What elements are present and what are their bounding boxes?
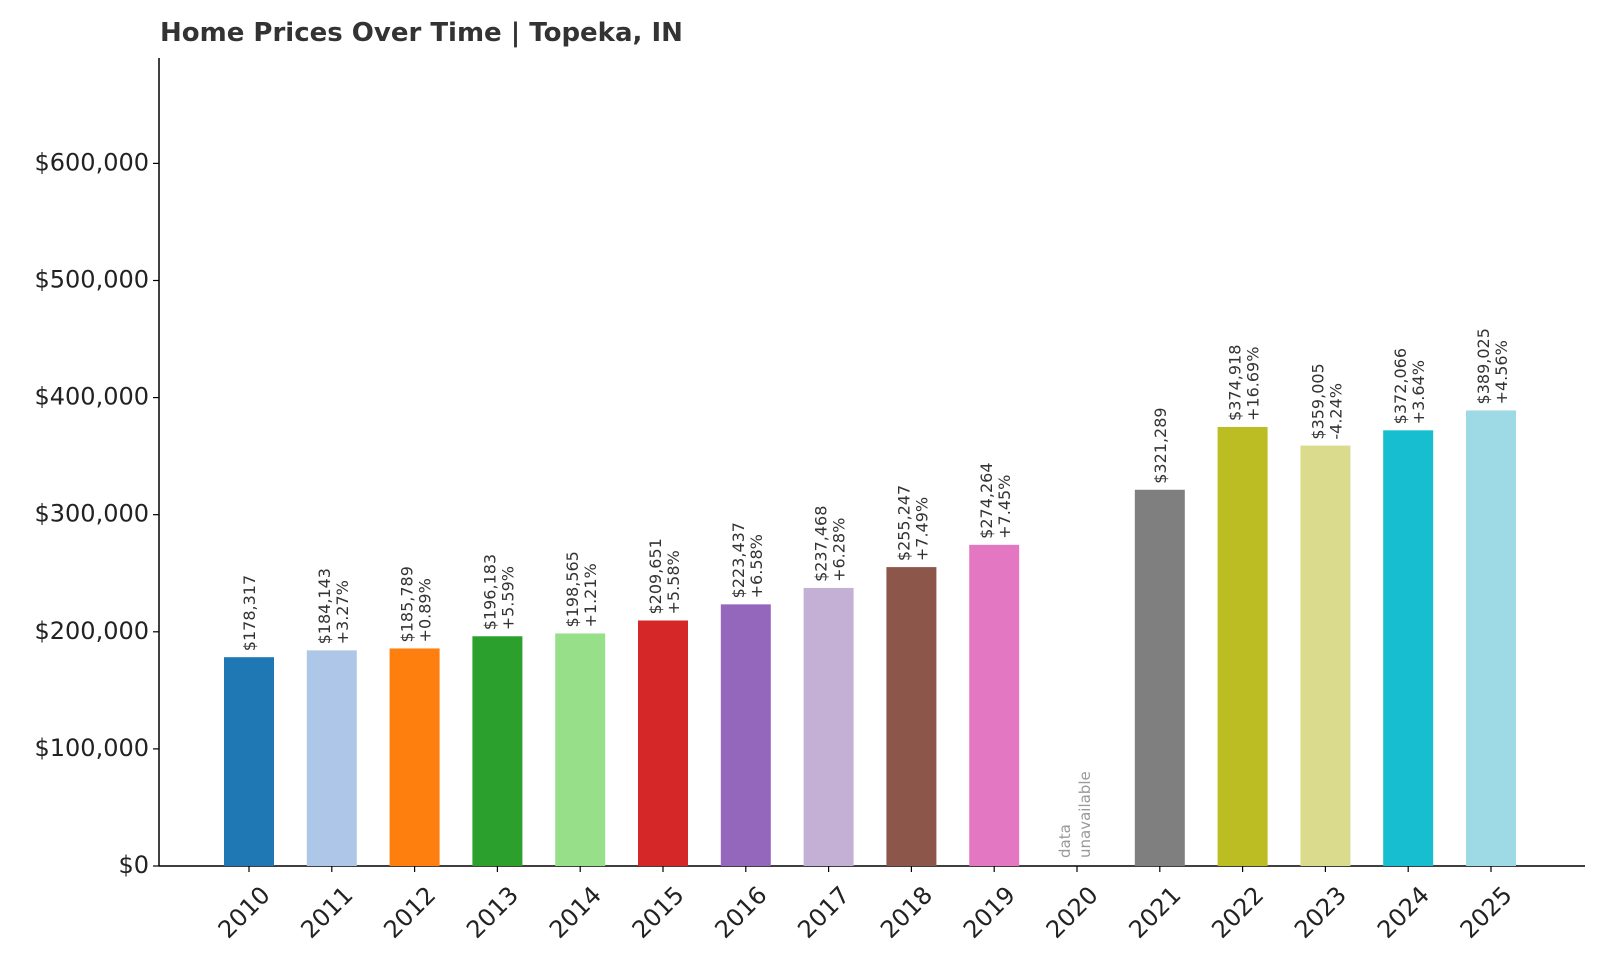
bar-value-label: $198,565 <box>563 551 582 627</box>
bar-2024 <box>1383 430 1434 866</box>
bars <box>224 410 1516 866</box>
x-tick-label: 2014 <box>544 881 607 944</box>
bar-value-label: $237,468 <box>812 506 831 582</box>
y-tick-label: $500,000 <box>34 265 149 293</box>
bar-change-label: +3.27% <box>333 580 352 644</box>
bar-value-label: $184,143 <box>315 568 334 644</box>
missing-data-label: data <box>1056 824 1074 858</box>
y-tick-label: $400,000 <box>34 383 149 411</box>
bar-value-label: $274,264 <box>977 462 996 538</box>
bar-change-label: +6.58% <box>747 534 766 598</box>
bar-2010 <box>224 657 274 866</box>
bar-change-label: +1.21% <box>581 563 600 627</box>
bar-change-label: +7.49% <box>912 497 931 561</box>
bar-2021 <box>1134 489 1185 866</box>
bar-value-label: $321,289 <box>1151 407 1170 483</box>
x-tick-label: 2021 <box>1123 881 1186 944</box>
bar-2015 <box>638 620 688 866</box>
bar-2013 <box>472 636 523 866</box>
bar-change-label: +6.28% <box>830 518 849 582</box>
x-tick-label: 2017 <box>792 881 855 944</box>
bar-change-label: +4.56% <box>1492 340 1511 404</box>
bar-2014 <box>555 633 606 866</box>
x-tick-label: 2012 <box>378 881 441 944</box>
bar-2011 <box>306 650 357 866</box>
bar-value-label: $209,651 <box>646 538 665 614</box>
bar-change-label: +5.59% <box>498 566 517 630</box>
bar-2023 <box>1300 445 1351 866</box>
bar-change-label: +3.64% <box>1409 360 1428 424</box>
bar-value-label: $185,789 <box>398 566 417 642</box>
bar-2019 <box>969 544 1020 866</box>
bar-2016 <box>720 604 771 866</box>
x-tick-label: 2013 <box>461 881 524 944</box>
bar-value-label: $374,918 <box>1226 345 1245 421</box>
x-tick-label: 2024 <box>1372 881 1435 944</box>
bar-2022 <box>1217 426 1268 866</box>
x-tick-label: 2011 <box>295 881 358 944</box>
x-tick-label: 2023 <box>1289 881 1352 944</box>
y-tick-label: $200,000 <box>34 617 149 645</box>
bar-value-label: $389,025 <box>1474 328 1493 404</box>
x-tick-label: 2010 <box>213 881 276 944</box>
y-tick-label: $0 <box>118 851 149 879</box>
x-tick-label: 2016 <box>709 881 772 944</box>
bar-change-label: +16.69% <box>1244 347 1263 421</box>
y-tick-label: $300,000 <box>34 500 149 528</box>
bar-change-label: +7.45% <box>995 475 1014 539</box>
bar-2017 <box>803 587 854 866</box>
bar-value-label: $178,317 <box>240 575 259 651</box>
bar-labels: $178,317 $184,143 +3.27% $185,789 +0.89% $196… <box>240 328 1511 858</box>
x-tick-label: 2018 <box>875 881 938 944</box>
y-tick-label: $100,000 <box>34 734 149 762</box>
bar-value-label: $196,183 <box>480 554 499 630</box>
bar-change-label: +0.89% <box>416 578 435 642</box>
bar-change-label: +5.58% <box>664 550 683 614</box>
bar-value-label: $372,066 <box>1391 348 1410 424</box>
bar-2012 <box>389 648 440 866</box>
chart-title: Home Prices Over Time | Topeka, IN <box>160 18 683 48</box>
bar-change-label: -4.24% <box>1326 383 1345 440</box>
x-tick-label: 2025 <box>1455 881 1518 944</box>
x-tick-label: 2020 <box>1041 881 1104 944</box>
bar-value-label: $223,437 <box>729 522 748 598</box>
x-tick-label: 2015 <box>627 881 690 944</box>
bar-2025 <box>1466 410 1516 866</box>
missing-data-label: unavailable <box>1076 771 1094 858</box>
bar-value-label: $255,247 <box>894 485 913 561</box>
bar-2018 <box>886 567 937 866</box>
y-tick-label: $600,000 <box>34 148 149 176</box>
x-tick-label: 2022 <box>1206 881 1269 944</box>
axes: $0 $100,000 $200,000 $300,000 $400,000 $500,0… <box>34 58 1585 944</box>
x-tick-label: 2019 <box>958 881 1021 944</box>
bar-value-label: $359,005 <box>1308 363 1327 439</box>
